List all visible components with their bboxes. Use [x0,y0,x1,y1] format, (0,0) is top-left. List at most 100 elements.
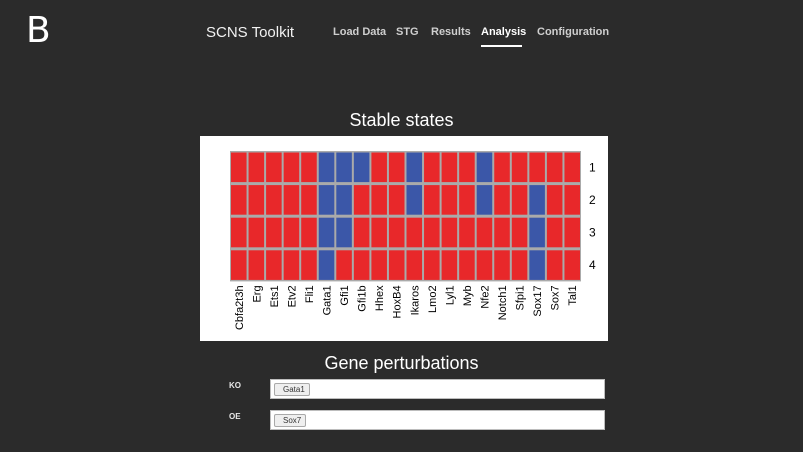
heatmap-cell [301,217,317,248]
gene-perturbations-title: Gene perturbations [324,353,479,373]
ko-tag[interactable]: Gata1 [274,383,310,396]
heatmap-grid [230,151,581,282]
heatmap-cell [353,217,370,248]
app-brand[interactable]: SCNS Toolkit [206,24,295,41]
gene-label: Erg [251,285,263,302]
heatmap-cell [494,217,510,248]
heatmap-cell [529,217,545,248]
heatmap-cell [511,217,528,248]
heatmap-cell [511,185,528,215]
gene-label: Gata1 [322,285,334,315]
heatmap-cell [511,152,528,183]
heatmap-cell [388,152,405,183]
gene-label: Cbfa2t3h [234,285,246,330]
heatmap-cell [546,185,563,215]
heatmap-cell [494,250,510,280]
nav-analysis[interactable]: Analysis [481,26,527,38]
heatmap-cell [301,152,317,183]
heatmap-cell [266,250,282,280]
gene-label: Lmo2 [427,285,439,313]
heatmap-cell [424,185,440,215]
gene-label: Lyl1 [444,285,456,305]
heatmap-cell [476,152,493,183]
gene-label: Sox17 [532,285,544,316]
heatmap-cell [476,217,493,248]
state-row-label: 3 [589,226,596,240]
heatmap-cell [248,250,265,280]
heatmap-cell [301,250,317,280]
heatmap-cell [476,185,493,215]
gene-label: Ets1 [269,285,281,307]
gene-label: Sox7 [550,285,562,310]
heatmap-cell [564,217,580,248]
oe-tag[interactable]: Sox7 [274,414,307,427]
heatmap-cell [546,250,563,280]
heatmap-cell [371,185,387,215]
panel-letter: B [26,10,51,51]
heatmap-cell [318,185,335,215]
heatmap-cell [371,250,387,280]
gene-label: Sfpi1 [515,285,527,310]
heatmap-cell [248,185,265,215]
gene-label: Tal1 [567,285,579,305]
nav-configuration[interactable]: Configuration [537,26,610,38]
heatmap-cell [529,185,545,215]
oe-label: OE [229,412,241,421]
heatmap-cell [318,250,335,280]
stable-states-heatmap: 1 2 3 4 Cbfa2t3h Erg Ets1 Etv2 Fli1 Gata1 Gfi1 Gfi1… [200,136,608,341]
heatmap-cell [441,152,458,183]
heatmap-cell [511,250,528,280]
heatmap-cell [266,152,282,183]
heatmap-cell [564,185,580,215]
heatmap-cell [546,152,563,183]
gene-label: Notch1 [497,285,509,320]
heatmap-cell [388,217,405,248]
gene-label: Myb [462,285,474,306]
oe-input[interactable]: Sox7 [270,410,605,430]
ko-label: KO [229,381,241,390]
heatmap-cell [266,185,282,215]
heatmap-cell [459,250,475,280]
ko-input[interactable]: Gata1 [270,379,605,399]
nav-stg[interactable]: STG [396,26,419,38]
heatmap-cell [318,152,335,183]
heatmap-cell [353,152,370,183]
heatmap-svg: 1 2 3 4 Cbfa2t3h Erg Ets1 Etv2 Fli1 Gata1 Gfi1 Gfi1… [230,151,596,330]
heatmap-cell [336,185,352,215]
heatmap-cell [406,185,423,215]
heatmap-cell [529,152,545,183]
nav-load-data[interactable]: Load Data [333,26,387,38]
heatmap-cell [459,152,475,183]
heatmap-cell [283,250,300,280]
heatmap-cell [248,217,265,248]
heatmap-cell [266,217,282,248]
heatmap-cell [283,152,300,183]
heatmap-cell [564,152,580,183]
heatmap-cell [476,250,493,280]
heatmap-cell [388,185,405,215]
heatmap-cell [318,217,335,248]
gene-label: Hhex [374,285,386,311]
heatmap-cell [248,152,265,183]
stable-states-title: Stable states [349,110,454,130]
heatmap-cell [406,217,423,248]
heatmap-cell [494,152,510,183]
state-row-label: 4 [589,258,596,272]
heatmap-cell [529,250,545,280]
heatmap-cell [353,250,370,280]
heatmap-cell [441,250,458,280]
heatmap-cell [441,185,458,215]
nav-results[interactable]: Results [431,26,471,38]
heatmap-cell [231,250,247,280]
heatmap-cell [406,250,423,280]
gene-label: HoxB4 [392,285,404,318]
gene-label: Ikaros [409,285,421,315]
state-row-label: 1 [589,160,596,174]
gene-label: Gfi1b [357,285,369,311]
heatmap-cell [301,185,317,215]
heatmap-cell [424,152,440,183]
heatmap-cell [283,217,300,248]
heatmap-cell [283,185,300,215]
heatmap-cell [371,217,387,248]
heatmap-cell [424,217,440,248]
